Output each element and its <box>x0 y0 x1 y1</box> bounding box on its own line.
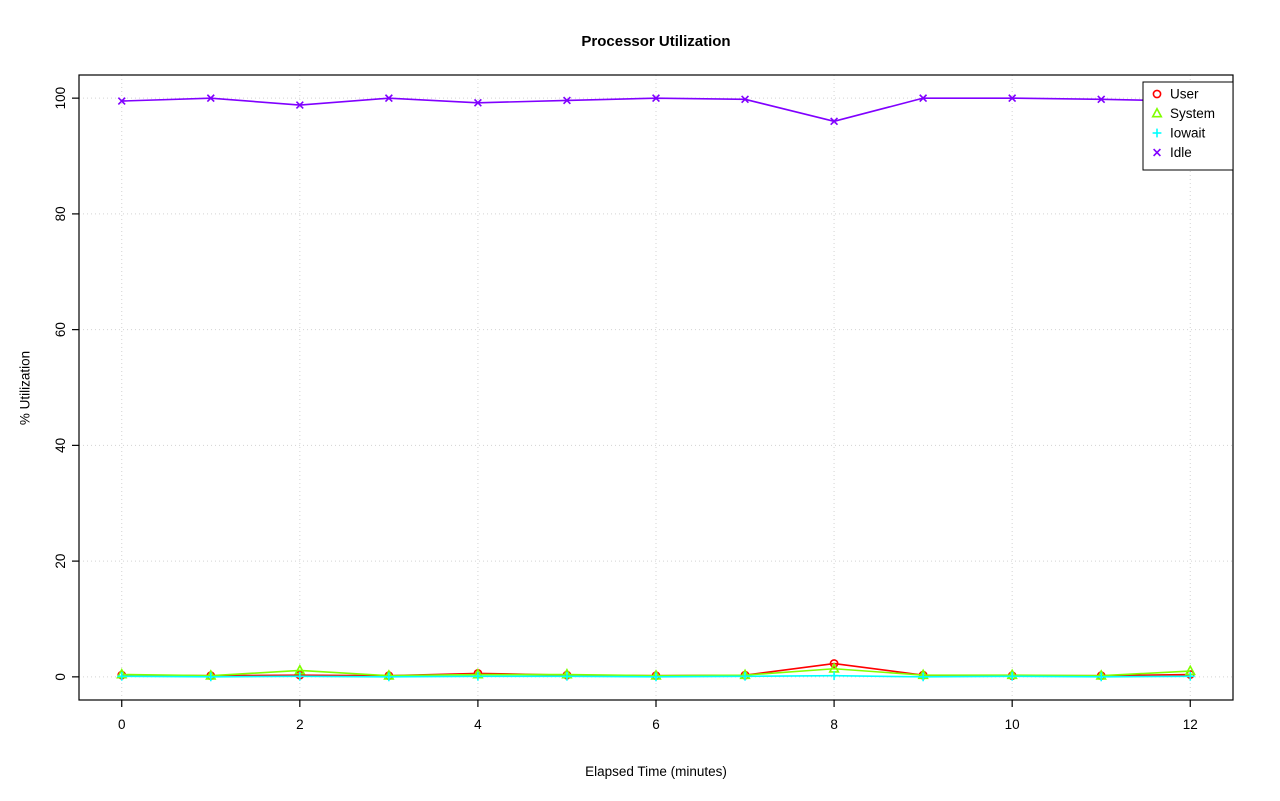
svg-text:0: 0 <box>53 673 68 681</box>
y-tick-labels: 0 20 40 60 80 100 <box>53 87 68 681</box>
svg-text:2: 2 <box>296 717 304 732</box>
svg-text:20: 20 <box>53 554 68 569</box>
series-iowait <box>117 671 1195 682</box>
legend: User System Iowait Idle <box>1142 81 1234 171</box>
legend-label: User <box>1170 87 1199 102</box>
x-tick-labels: 0 2 4 6 8 10 12 <box>118 717 1198 732</box>
chart-title: Processor Utilization <box>581 33 731 50</box>
legend-label: Iowait <box>1170 126 1206 141</box>
y-axis-ticks <box>72 97 79 678</box>
legend-item-system: System <box>1151 106 1215 121</box>
series-idle <box>117 94 1195 126</box>
legend-label: System <box>1170 106 1215 121</box>
svg-text:12: 12 <box>1183 717 1198 732</box>
svg-text:60: 60 <box>53 322 68 337</box>
legend-item-iowait: Iowait <box>1152 126 1206 141</box>
svg-text:40: 40 <box>53 438 68 453</box>
legend-item-user: User <box>1152 87 1199 102</box>
svg-text:4: 4 <box>474 717 482 732</box>
legend-box <box>1142 81 1234 171</box>
svg-text:6: 6 <box>652 717 660 732</box>
legend-label: Idle <box>1170 145 1192 160</box>
svg-text:80: 80 <box>53 206 68 221</box>
svg-text:8: 8 <box>830 717 838 732</box>
legend-item-idle: Idle <box>1153 145 1192 160</box>
svg-text:0: 0 <box>118 717 126 732</box>
svg-text:100: 100 <box>53 87 68 110</box>
gridlines <box>79 75 1233 700</box>
x-axis-label: Elapsed Time (minutes) <box>585 764 727 779</box>
svg-text:10: 10 <box>1005 717 1020 732</box>
x-axis-ticks <box>121 700 1191 707</box>
